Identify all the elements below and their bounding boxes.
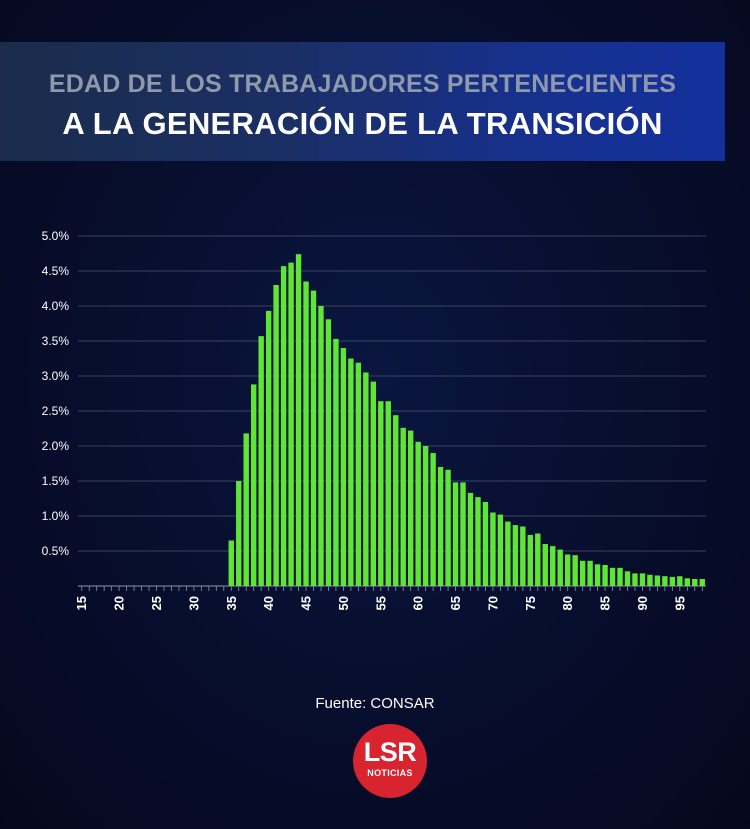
lsr-logo: LSR NOTICIAS [353,724,427,798]
bar-age-52 [355,362,362,586]
bar-age-54 [370,381,377,586]
x-tick-label: 40 [261,596,276,610]
y-tick-label: 4.0% [42,299,70,313]
y-tick-label: 2.0% [42,439,70,453]
x-tick-label: 30 [186,596,201,610]
bar-age-84 [594,564,601,586]
bar-age-62 [430,453,436,586]
x-tick-label: 35 [224,596,239,610]
bar-age-92 [654,575,661,586]
bar-age-40 [265,310,272,586]
bar-age-39 [258,336,264,586]
bar-age-93 [662,576,668,586]
bar-age-69 [482,502,489,586]
y-tick-label: 5.0% [42,229,70,243]
x-tick-label: 60 [411,596,426,610]
x-tick-label: 50 [336,596,351,610]
bar-age-57 [393,415,399,586]
bar-age-67 [467,492,474,586]
bar-age-38 [250,384,257,586]
title-banner: EDAD DE LOS TRABAJADORES PERTENECIENTES … [0,42,725,161]
x-tick-label: 95 [672,596,687,610]
x-tick-label: 20 [112,596,127,610]
title-line-1: EDAD DE LOS TRABAJADORES PERTENECIENTES [48,70,677,98]
bar-age-63 [437,467,444,586]
bar-age-74 [520,526,526,586]
y-tick-label: 1.0% [42,509,70,523]
bar-age-87 [617,567,623,586]
bar-age-37 [243,433,249,586]
x-tick-label: 75 [523,596,538,610]
y-tick-label: 1.5% [42,474,70,488]
bar-age-44 [295,254,302,586]
age-distribution-chart: 0.5% 1.0% 1.5% 2.0% 2.5% 3.0% 3.5% 4.0% 4.5% 5.0%… [42,229,706,610]
bar-age-97 [692,579,698,586]
bar-age-48 [325,319,332,586]
bar-age-96 [684,578,691,586]
bar-age-90 [639,573,646,586]
bar-age-56 [385,401,391,586]
bar-age-64 [445,469,451,586]
bar-age-95 [677,576,683,586]
bar-age-70 [490,512,496,586]
logo-brand: LSR [363,737,417,767]
y-tick-label: 0.5% [42,544,70,558]
bar-age-35 [228,540,234,586]
bar-age-72 [505,521,511,586]
bar-age-73 [512,525,519,586]
bar-age-88 [624,571,631,586]
bar-age-60 [415,441,421,586]
bar-age-86 [609,567,616,586]
bar-age-53 [363,372,369,586]
x-tick-label: 90 [635,596,650,610]
x-tick-label: 55 [373,596,388,610]
bar-age-42 [280,266,287,586]
y-tick-label: 3.0% [42,369,70,383]
bar-age-36 [236,481,242,586]
y-tick-label: 3.5% [42,334,70,348]
bar-age-58 [400,427,406,586]
bar-age-77 [542,544,548,586]
bar-age-81 [572,555,578,586]
bar-age-50 [340,348,347,586]
x-tick-label: 80 [560,596,575,610]
bar-age-98 [699,579,705,586]
x-tick-label: 70 [485,596,500,610]
bar-age-71 [497,514,504,586]
bar-age-78 [550,546,556,586]
bar-age-94 [669,576,676,586]
bar-age-75 [527,534,534,586]
bar-age-43 [288,262,294,586]
bar-age-49 [333,338,339,586]
x-tick-label: 15 [74,596,89,610]
bar-age-89 [632,573,638,586]
bar-age-65 [452,482,459,586]
x-tick-label: 85 [598,596,613,610]
bar-age-45 [303,281,309,586]
x-tick-label: 45 [299,596,314,610]
y-tick-label: 4.5% [42,264,70,278]
source-note: Fuente: CONSAR [315,695,435,712]
bar-age-59 [407,430,414,586]
bar-age-61 [422,446,429,586]
bar-age-76 [535,533,541,586]
bar-age-91 [647,574,653,586]
bar-age-68 [475,497,481,586]
y-tick-label: 2.5% [42,404,70,418]
bar-age-51 [348,358,354,586]
bar-age-41 [273,285,279,586]
x-tick-label: 65 [448,596,463,610]
bar-age-66 [460,482,466,586]
bar-age-46 [310,290,317,586]
bar-age-79 [557,549,563,586]
bar-age-85 [602,565,608,586]
bar-age-82 [579,560,586,586]
bar-age-80 [564,554,571,586]
bar-age-83 [587,560,593,586]
x-tick-label: 25 [149,596,164,610]
bar-age-47 [318,306,324,586]
bar-age-55 [378,401,384,586]
title-line-2: A LA GENERACIÓN DE LA TRANSICIÓN [62,106,663,141]
logo-subtitle: NOTICIAS [367,768,413,778]
